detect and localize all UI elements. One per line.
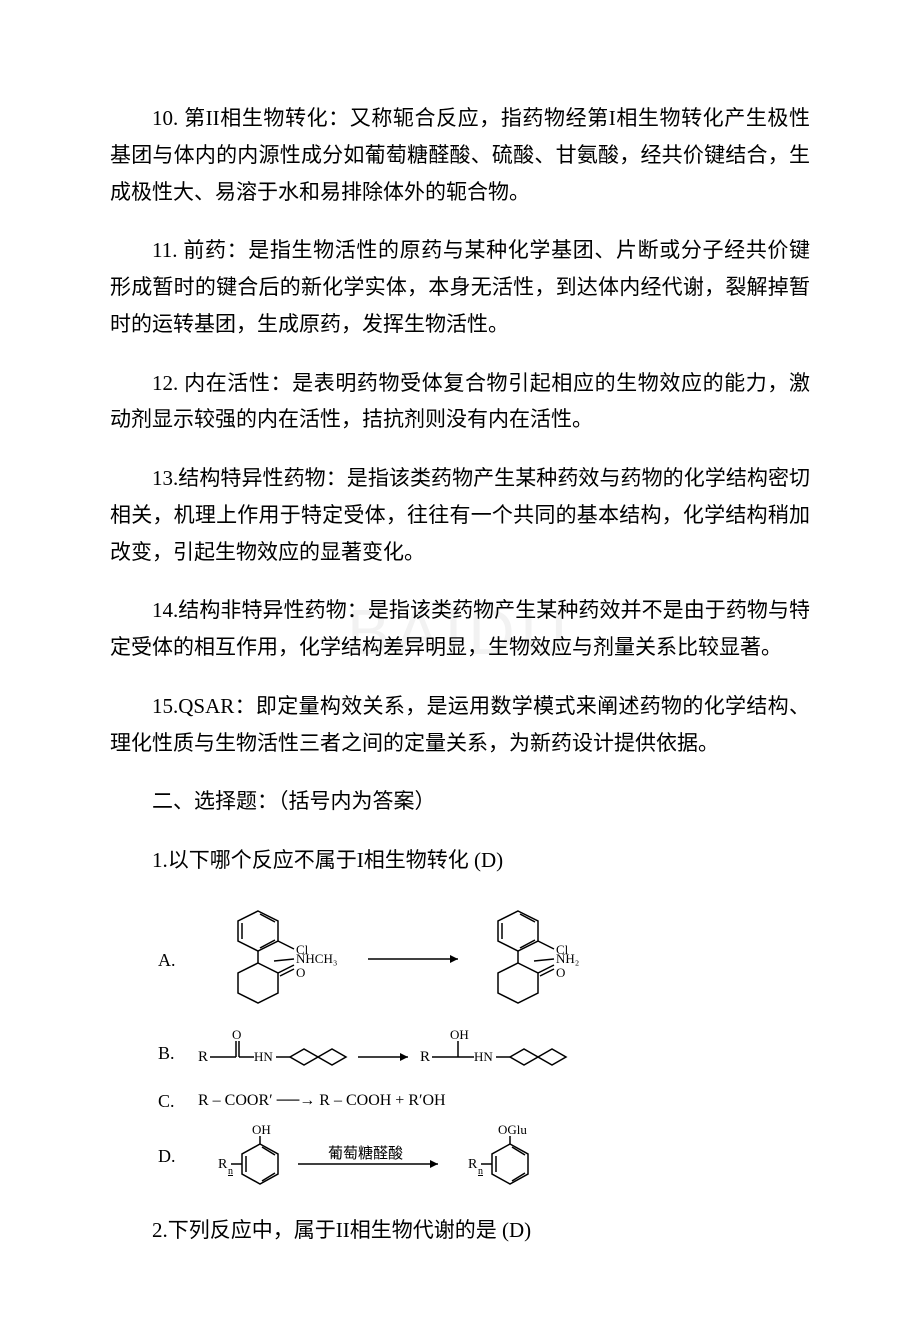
option-d-diagram: OH R n 葡萄糖醛酸 OGlu (198, 1122, 658, 1192)
paragraph-13: 13.结构特异性药物：是指该类药物产生某种药效与药物的化学结构密切相关，机理上作… (110, 460, 810, 570)
label-rn-right: R (468, 1157, 478, 1172)
label-o-right: O (556, 965, 565, 980)
option-a-diagram: Cl NHCH₃ O (198, 901, 658, 1021)
label-hn-right: HN (474, 1049, 493, 1064)
paragraph-14: 14.结构非特异性药物：是指该类药物产生某种药效并不是由于药物与特定受体的相互作… (110, 592, 810, 666)
option-c-label: C. (158, 1091, 198, 1112)
label-nh2: NH₂ (556, 951, 579, 966)
option-b-diagram: R O HN R OH (198, 1027, 658, 1081)
document-body: 10. 第II相生物转化：又称轭合反应，指药物经第I相生物转化产生极性基团与体内… (110, 100, 810, 1249)
label-n-sub-left: n (228, 1166, 233, 1177)
chemistry-options: A. (158, 901, 718, 1192)
label-oglu: OGlu (498, 1122, 527, 1137)
option-d-label: D. (158, 1146, 198, 1167)
label-oh-d: OH (252, 1122, 271, 1137)
option-b-label: B. (158, 1043, 198, 1064)
paragraph-10: 10. 第II相生物转化：又称轭合反应，指药物经第I相生物转化产生极性基团与体内… (110, 100, 810, 210)
paragraph-12: 12. 内在活性：是表明药物受体复合物引起相应的生物效应的能力，激动剂显示较强的… (110, 365, 810, 439)
paragraph-11: 11. 前药：是指生物活性的原药与某种化学基团、片断或分子经共价键形成暂时的键合… (110, 232, 810, 342)
label-r-left: R (198, 1049, 208, 1065)
label-o-b1: O (232, 1027, 241, 1042)
option-c-row: C. R – COOR′ ──→ R – COOH + R′OH (158, 1091, 718, 1112)
label-rn-left: R (218, 1157, 228, 1172)
paragraph-15: 15.QSAR：即定量构效关系，是运用数学模式来阐述药物的化学结构、理化性质与生… (110, 688, 810, 762)
section-2-heading: 二、选择题：（括号内为答案） (110, 783, 810, 820)
label-nhch3: NHCH₃ (296, 951, 337, 966)
option-d-row: D. OH R n 葡萄糖醛酸 OG (158, 1122, 718, 1192)
question-1: 1.以下哪个反应不属于I相生物转化 (D) (110, 842, 810, 879)
label-n-sub-right: n (478, 1166, 483, 1177)
label-r-right: R (420, 1049, 430, 1065)
option-a-label: A. (158, 950, 198, 971)
label-oh-b: OH (450, 1027, 469, 1042)
label-o-left: O (296, 965, 305, 980)
label-glu-acid: 葡萄糖醛酸 (328, 1145, 403, 1162)
question-2: 2.下列反应中，属于II相生物代谢的是 (D) (110, 1212, 810, 1249)
option-b-row: B. R O HN R (158, 1027, 718, 1081)
label-hn-left: HN (254, 1049, 273, 1064)
option-c-text: R – COOR′ ──→ R – COOH + R′OH (198, 1092, 446, 1110)
option-a-row: A. (158, 901, 718, 1021)
